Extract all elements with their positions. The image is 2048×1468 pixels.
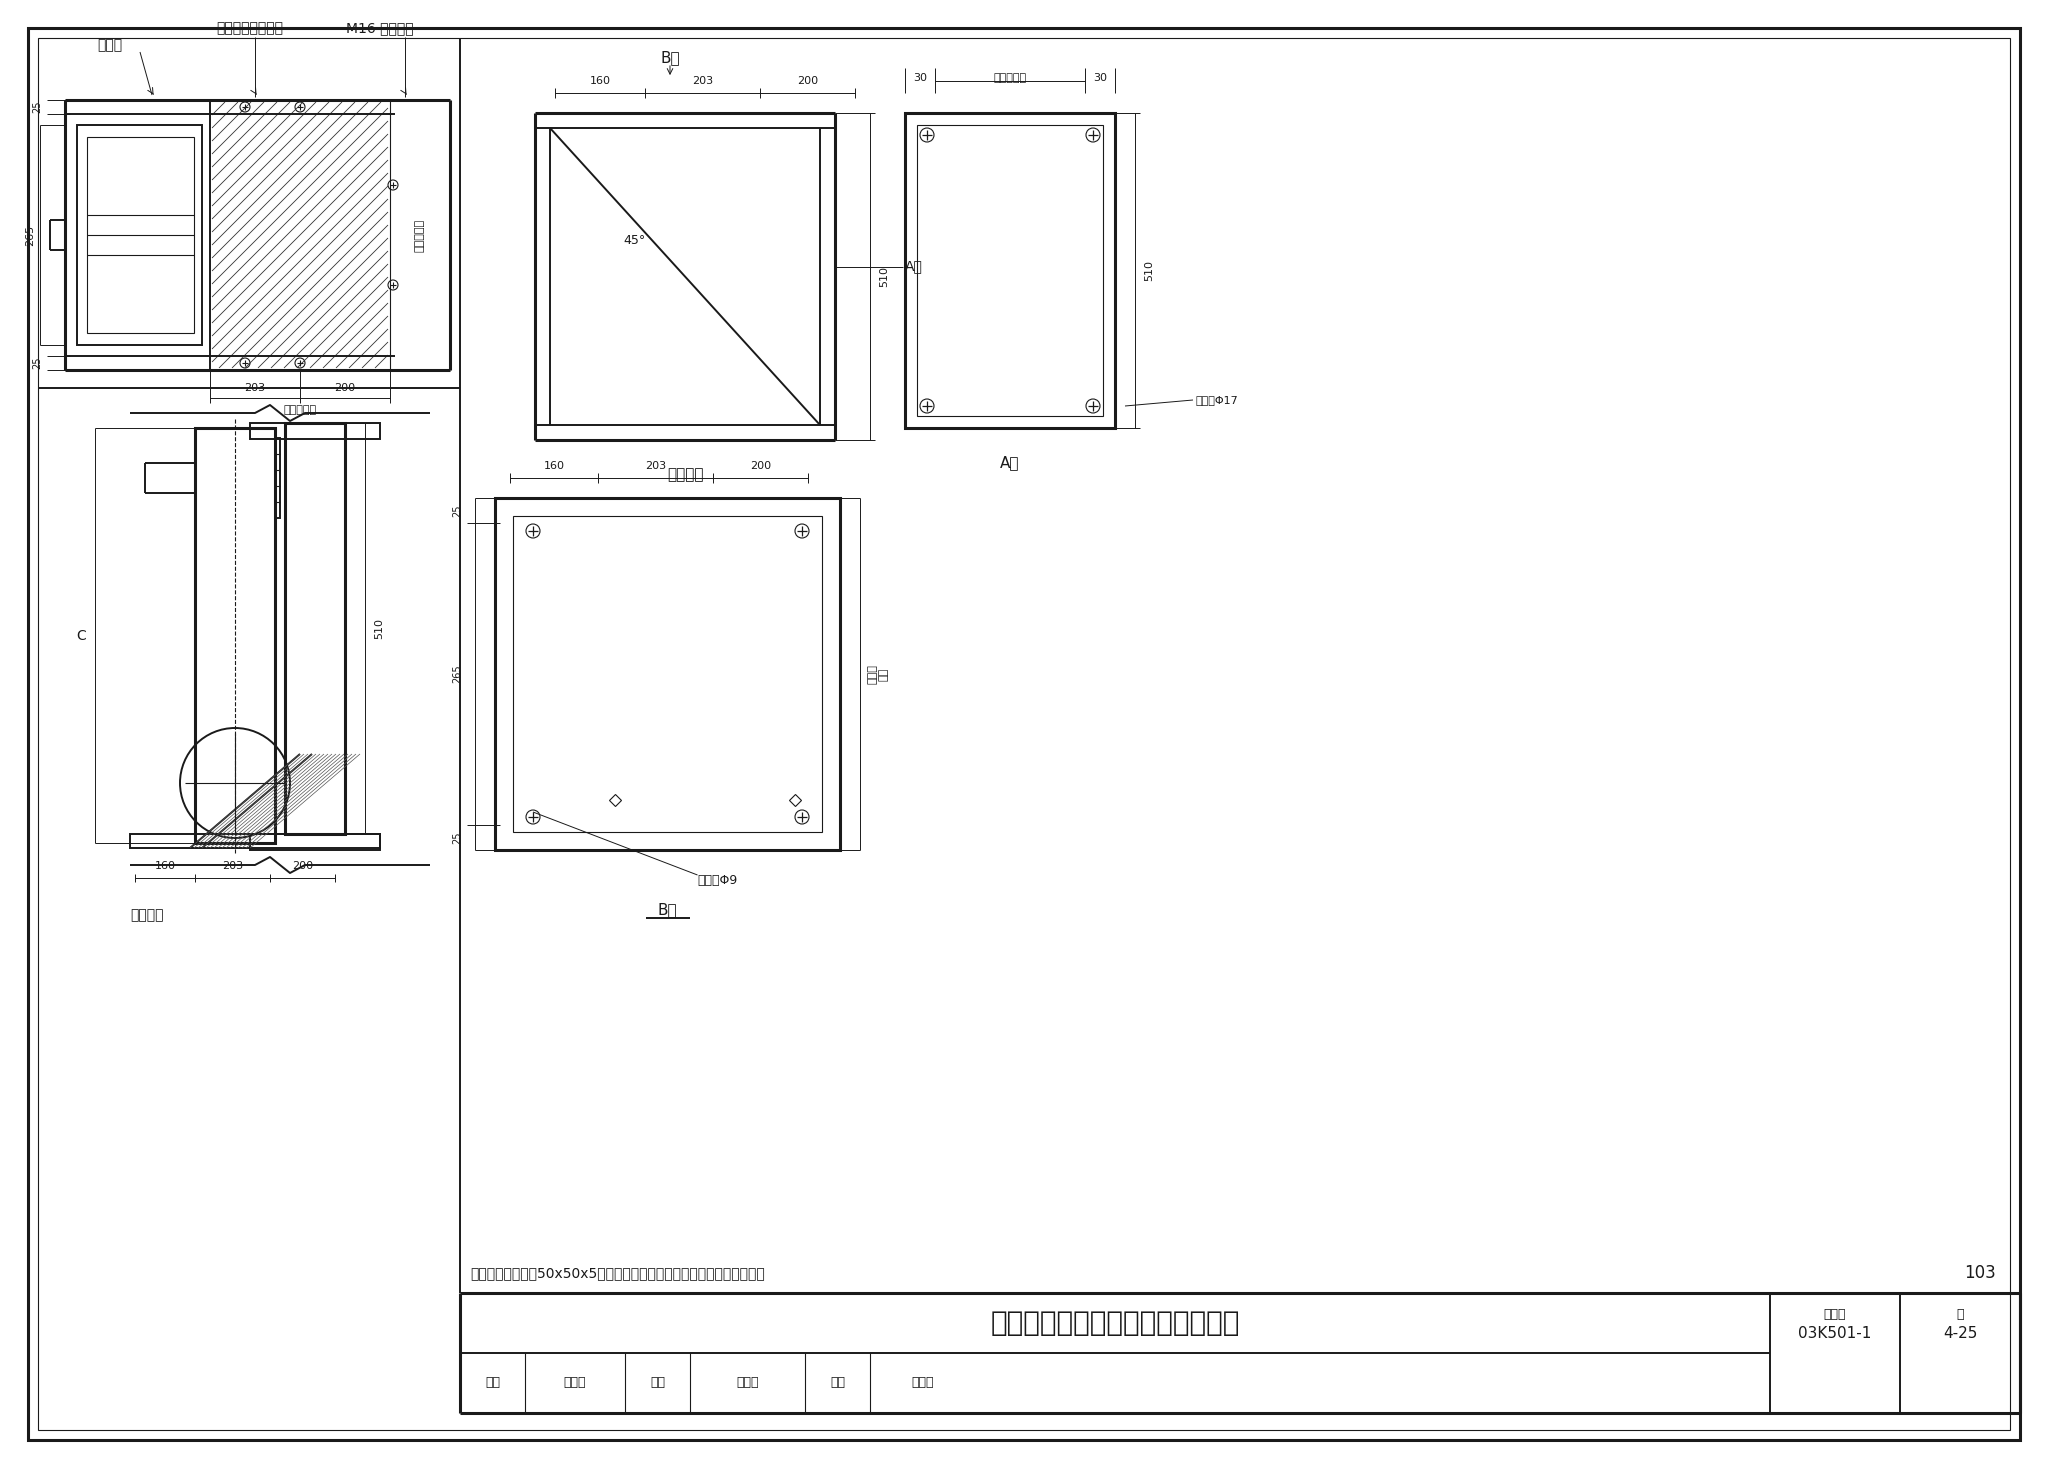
Text: 真空泵在混凝土柱（砖柱）处安装: 真空泵在混凝土柱（砖柱）处安装 (991, 1309, 1239, 1337)
Text: 螺栓孔Φ9: 螺栓孔Φ9 (698, 873, 737, 887)
Text: 03K501-1: 03K501-1 (1798, 1326, 1872, 1340)
Text: 25: 25 (453, 504, 463, 517)
Text: 真空泵: 真空泵 (98, 38, 123, 51)
Bar (86, 137, 195, 333)
Text: A向: A向 (905, 260, 924, 273)
Text: 45°: 45° (625, 233, 645, 247)
Text: 胡卫卫: 胡卫卫 (563, 1377, 586, 1390)
Text: 510: 510 (879, 266, 889, 288)
Text: 203: 203 (244, 383, 266, 393)
Text: 200: 200 (293, 862, 313, 871)
Text: 160: 160 (154, 862, 176, 871)
Text: 203: 203 (221, 862, 244, 871)
Text: 30: 30 (913, 73, 928, 84)
Text: 角钢支架: 角钢支架 (129, 909, 164, 922)
Text: 注：角钢支架采用50x50x5角钢焊接制作。支架重量根据实际下料计算。: 注：角钢支架采用50x50x5角钢焊接制作。支架重量根据实际下料计算。 (469, 1265, 764, 1280)
Bar (274, 437, 281, 518)
Text: 103: 103 (1964, 1264, 1997, 1282)
Text: B向: B向 (659, 50, 680, 66)
Text: 螺栓孔Φ17: 螺栓孔Φ17 (1194, 395, 1237, 405)
Text: 按实际尺寸: 按实际尺寸 (993, 73, 1026, 84)
Text: 按实际尺寸: 按实际尺寸 (416, 219, 426, 251)
Bar (918, 125, 1104, 415)
Bar (78, 125, 203, 345)
Bar (129, 834, 381, 849)
Text: 510: 510 (1145, 260, 1153, 280)
Text: 203: 203 (645, 461, 666, 471)
Text: 页: 页 (1956, 1308, 1964, 1321)
Text: 200: 200 (797, 76, 817, 87)
Text: 混凝土柱（砖柱）: 混凝土柱（砖柱） (217, 21, 283, 35)
Text: 4-25: 4-25 (1944, 1326, 1976, 1340)
Text: 25: 25 (453, 831, 463, 844)
Text: C: C (76, 628, 86, 643)
Bar (285, 423, 344, 834)
Text: A向: A向 (999, 455, 1020, 471)
Text: 203: 203 (692, 76, 713, 87)
Text: 校对: 校对 (649, 1377, 666, 1390)
Text: 白小步: 白小步 (735, 1377, 758, 1390)
Text: B向: B向 (657, 903, 678, 918)
Bar (905, 113, 1114, 429)
Text: 200: 200 (334, 383, 356, 393)
Text: 角钢支架: 角钢支架 (668, 467, 702, 483)
Text: 160: 160 (543, 461, 565, 471)
Bar (250, 423, 381, 439)
Text: 25: 25 (33, 357, 43, 370)
Bar (512, 515, 821, 832)
Bar (250, 834, 381, 850)
Text: 265: 265 (25, 225, 35, 245)
Text: 265: 265 (453, 665, 463, 683)
Text: 戴海洋: 戴海洋 (911, 1377, 934, 1390)
Text: 图集号: 图集号 (1825, 1308, 1845, 1321)
Text: 160: 160 (590, 76, 610, 87)
Text: 设计: 设计 (829, 1377, 846, 1390)
Text: 25: 25 (33, 101, 43, 113)
Text: 审核: 审核 (485, 1377, 500, 1390)
Text: 按实际尺寸: 按实际尺寸 (283, 405, 317, 415)
Text: 30: 30 (1094, 73, 1108, 84)
Text: 200: 200 (750, 461, 770, 471)
Text: 按实际
尺寸: 按实际 尺寸 (866, 664, 889, 684)
Bar (195, 429, 274, 843)
Text: M16 双头螺栓: M16 双头螺栓 (346, 21, 414, 35)
Bar (496, 498, 840, 850)
Text: 510: 510 (375, 618, 385, 639)
